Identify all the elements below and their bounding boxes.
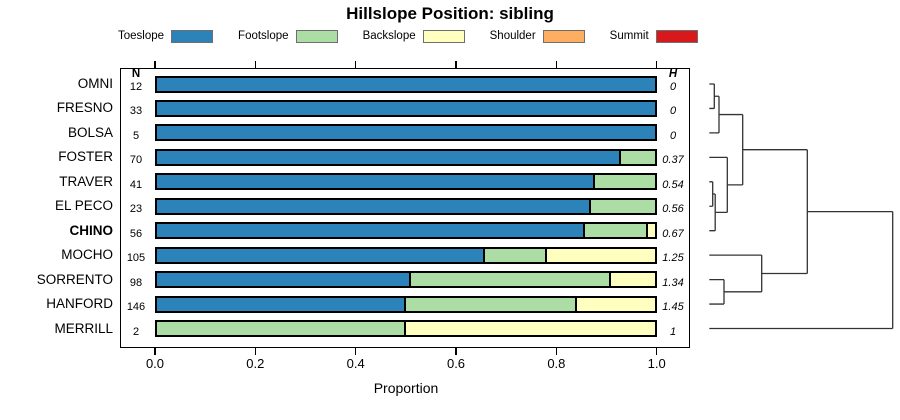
x-axis-tick-label-1.0: 1.0: [647, 356, 666, 371]
h-column-header: H: [668, 68, 678, 80]
x-axis-tick-top: [354, 61, 357, 68]
legend-item-summit: Summit: [609, 29, 698, 43]
n-column-header: N: [131, 68, 141, 80]
x-axis-tick-label-0.6: 0.6: [446, 356, 466, 371]
legend-swatch-shoulder: [542, 29, 585, 43]
row-label-merrill: MERRILL: [54, 320, 113, 336]
row-label-traver: TRAVER: [59, 173, 113, 189]
x-axis-tick-bottom: [655, 348, 658, 355]
x-axis-tick-top: [254, 61, 257, 68]
x-axis-tick-bottom: [455, 348, 457, 355]
bar-segment-chino-footslope: [582, 222, 648, 240]
n-value-el-peco: 23: [129, 203, 143, 216]
legend-swatch-backslope: [422, 29, 465, 43]
row-label-sorrento: SORRENTO: [36, 271, 113, 287]
bar-segment-hanford-toeslope: [155, 295, 406, 313]
dendrogram-lines: [709, 83, 894, 330]
legend-label-summit: Summit: [609, 30, 649, 42]
n-value-bolsa: 5: [132, 129, 140, 142]
legend-swatch-footslope: [295, 29, 338, 43]
h-value-hanford: 1.45: [662, 301, 684, 314]
x-axis-tick-top: [455, 61, 457, 68]
h-value-chino: 0.67: [662, 227, 684, 240]
row-label-bolsa: BOLSA: [67, 124, 113, 140]
n-value-foster: 70: [129, 154, 143, 167]
row-label-omni: OMNI: [77, 76, 113, 91]
legend-label-footslope: Footslope: [238, 30, 289, 42]
x-axis-tick-top: [555, 61, 558, 68]
n-value-merrill: 2: [132, 325, 140, 338]
bar-segment-mocho-footslope: [482, 246, 547, 264]
x-axis-tick-top: [154, 61, 156, 68]
bar-segment-sorrento-backslope: [608, 271, 657, 289]
bar-segment-sorrento-footslope: [408, 271, 611, 289]
n-value-traver: 41: [129, 178, 143, 191]
n-value-sorrento: 98: [129, 276, 143, 289]
row-label-el-peco: EL PECO: [54, 198, 113, 214]
x-axis-tick-label-0.4: 0.4: [346, 356, 365, 371]
h-value-omni: 0: [669, 81, 677, 93]
legend-item-backslope: Backslope: [362, 29, 465, 43]
bar-segment-mocho-backslope: [544, 246, 657, 264]
legend-label-shoulder: Shoulder: [489, 30, 536, 42]
row-label-foster: FOSTER: [58, 149, 113, 165]
x-axis-tick-bottom: [354, 348, 357, 355]
n-value-fresno: 33: [129, 105, 143, 118]
x-axis-tick-label-0.2: 0.2: [246, 356, 265, 371]
n-value-chino: 56: [129, 227, 143, 240]
x-axis-tick-top: [655, 61, 658, 68]
bar-segment-sorrento-toeslope: [155, 271, 411, 289]
bar-segment-foster-toeslope: [155, 148, 621, 166]
x-axis-tick-bottom: [555, 348, 558, 355]
bar-segment-omni-toeslope: [155, 75, 657, 93]
row-label-hanford: HANFORD: [46, 296, 113, 312]
x-axis-title: Proportion: [373, 380, 439, 396]
h-value-merrill: 1: [669, 325, 677, 338]
x-axis-tick-bottom: [154, 348, 156, 355]
h-value-mocho: 1.25: [662, 252, 684, 265]
bar-segment-bolsa-toeslope: [155, 124, 657, 142]
bar-segment-merrill-backslope: [403, 320, 657, 337]
bar-segment-hanford-backslope: [575, 295, 657, 313]
legend-item-footslope: Footslope: [238, 29, 338, 43]
n-value-mocho: 105: [126, 252, 146, 265]
bar-segment-chino-toeslope: [155, 222, 585, 240]
legend: Toeslope Footslope Backslope Shoulder Summit: [118, 28, 698, 44]
legend-item-shoulder: Shoulder: [489, 29, 585, 43]
x-axis-tick-label-0.0: 0.0: [145, 356, 165, 371]
legend-swatch-summit: [655, 29, 698, 43]
bar-segment-traver-toeslope: [155, 173, 596, 191]
n-value-omni: 12: [129, 81, 143, 93]
x-axis-tick-bottom: [254, 348, 257, 355]
bar-segment-el-peco-toeslope: [155, 197, 592, 215]
h-value-fresno: 0: [669, 105, 677, 118]
bar-segment-mocho-toeslope: [155, 246, 485, 264]
h-value-traver: 0.54: [662, 178, 684, 191]
x-axis-tick-label-0.8: 0.8: [547, 356, 566, 371]
h-value-foster: 0.37: [662, 154, 684, 167]
legend-label-toeslope: Toeslope: [118, 30, 165, 42]
row-label-chino: CHINO: [69, 222, 114, 238]
legend-item-toeslope: Toeslope: [118, 29, 214, 43]
bar-segment-foster-footslope: [618, 148, 657, 166]
page-title: Hillslope Position: sibling: [346, 4, 554, 23]
bar-segment-el-peco-footslope: [589, 197, 657, 215]
h-value-bolsa: 0: [669, 129, 677, 142]
bar-segment-chino-backslope: [645, 222, 657, 240]
row-label-mocho: MOCHO: [61, 247, 113, 263]
legend-swatch-toeslope: [171, 29, 214, 43]
h-value-sorrento: 1.34: [662, 276, 684, 289]
bar-segment-hanford-footslope: [403, 295, 578, 313]
row-label-fresno: FRESNO: [56, 100, 113, 116]
n-value-hanford: 146: [126, 301, 146, 314]
bar-segment-fresno-toeslope: [155, 99, 657, 117]
legend-label-backslope: Backslope: [362, 30, 416, 42]
h-value-el-peco: 0.56: [662, 203, 684, 216]
bar-segment-traver-footslope: [593, 173, 657, 191]
bar-segment-merrill-footslope: [155, 320, 406, 337]
